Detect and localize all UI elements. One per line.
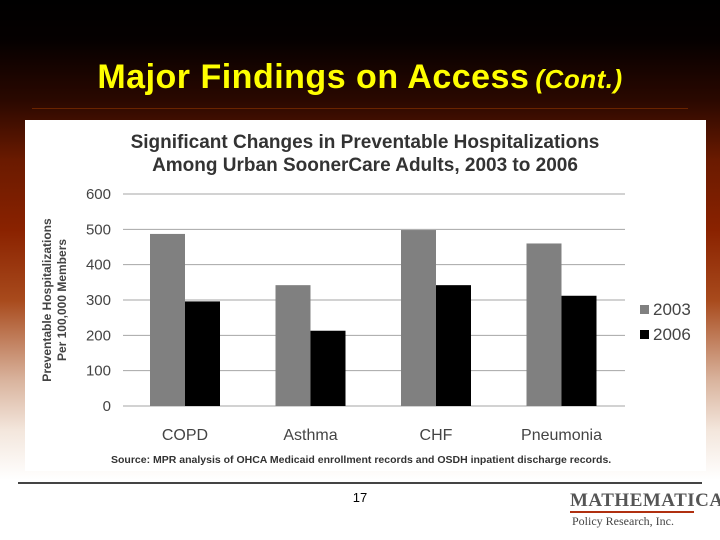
chart-title-line: Among Urban SoonerCare Adults, 2003 to 2…	[152, 155, 578, 176]
x-tick-label: CHF	[420, 427, 453, 444]
bar-2003-copd	[150, 233, 185, 406]
title-divider	[32, 108, 688, 109]
bar-2006-chf	[436, 285, 471, 406]
y-tick-label: 0	[103, 398, 111, 415]
y-tick-label: 600	[86, 186, 111, 203]
bar-2006-copd	[185, 301, 220, 406]
bar-2003-asthma	[275, 285, 311, 406]
source-note: Source: MPR analysis of OHCA Medicaid en…	[111, 454, 611, 466]
bar-2006-pneumonia	[561, 295, 597, 406]
y-tick-label: 200	[86, 327, 111, 344]
logo-accent-bar	[570, 511, 694, 513]
x-tick-label: Pneumonia	[521, 427, 602, 444]
slide-title: Major Findings on Access (Cont.)	[0, 58, 720, 97]
y-tick-label: 300	[86, 292, 111, 309]
bar-chart: Significant Changes in Preventable Hospi…	[40, 132, 691, 466]
y-axis-label-line: Preventable Hospitalizations	[40, 218, 54, 382]
x-tick-label: Asthma	[283, 427, 337, 444]
y-tick-label: 100	[86, 363, 111, 380]
slide-title-suffix: (Cont.)	[535, 64, 623, 94]
bar-2006-asthma	[310, 330, 346, 406]
bar-2003-pneumonia	[526, 243, 562, 406]
chart-title-line: Significant Changes in Preventable Hospi…	[131, 132, 600, 153]
bar-2003-chf	[401, 230, 436, 406]
mathematica-logo: MATHEMATICA Policy Research, Inc.	[570, 490, 720, 530]
page-number: 17	[352, 490, 368, 505]
legend-label-2006: 2006	[653, 325, 691, 344]
x-tick-label: COPD	[162, 427, 208, 444]
logo-tagline: Policy Research, Inc.	[572, 514, 674, 528]
logo-name: MATHEMATICA	[570, 490, 720, 511]
legend-swatch-2003	[640, 305, 649, 314]
chart-panel: Significant Changes in Preventable Hospi…	[25, 120, 706, 471]
y-axis-label-line: Per 100,000 Members	[55, 239, 69, 361]
y-tick-label: 400	[86, 257, 111, 274]
footer-divider	[18, 482, 702, 484]
legend-label-2003: 2003	[653, 300, 691, 319]
legend-swatch-2006	[640, 330, 649, 339]
slide-title-main: Major Findings on Access	[97, 58, 530, 96]
y-tick-label: 500	[86, 221, 111, 238]
